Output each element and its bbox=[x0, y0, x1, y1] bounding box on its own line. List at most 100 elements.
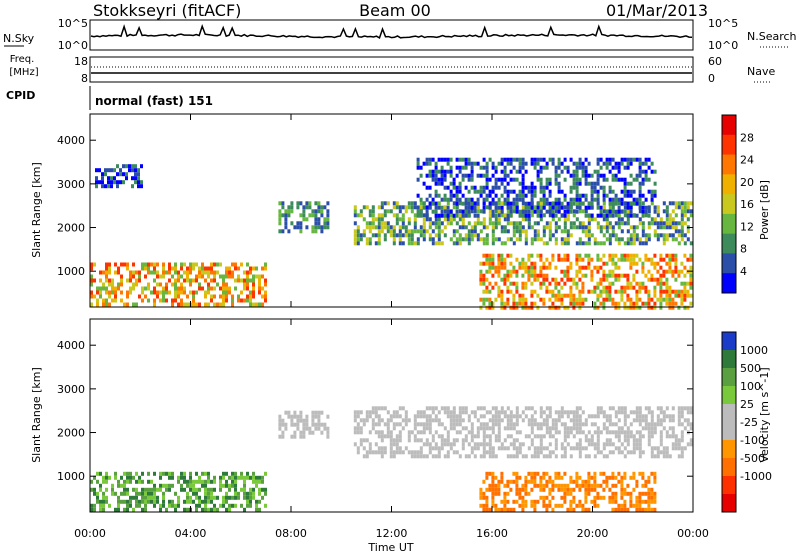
data-cell bbox=[485, 257, 489, 262]
data-cell bbox=[410, 229, 414, 234]
data-cell bbox=[503, 201, 507, 206]
data-cell bbox=[626, 434, 630, 439]
data-cell bbox=[554, 165, 558, 170]
data-cell bbox=[159, 483, 162, 488]
data-cell bbox=[635, 173, 639, 178]
data-cell bbox=[566, 414, 570, 419]
data-cell bbox=[611, 495, 615, 500]
data-cell bbox=[437, 233, 441, 238]
data-cell bbox=[602, 197, 606, 202]
data-cell bbox=[539, 297, 543, 302]
data-cell bbox=[659, 253, 663, 258]
data-cell bbox=[416, 205, 420, 210]
data-cell bbox=[419, 233, 423, 238]
data-cell bbox=[467, 205, 471, 210]
data-cell bbox=[404, 233, 408, 238]
data-cell bbox=[299, 430, 303, 435]
data-cell bbox=[515, 305, 519, 310]
data-cell bbox=[674, 289, 678, 294]
data-cell bbox=[500, 446, 504, 451]
data-cell bbox=[611, 281, 615, 286]
data-cell bbox=[623, 422, 627, 427]
data-cell bbox=[608, 273, 612, 278]
colorbar-swatch bbox=[722, 233, 736, 254]
data-cell bbox=[680, 434, 684, 439]
data-cell bbox=[467, 173, 471, 178]
data-cell bbox=[614, 213, 618, 218]
data-cell bbox=[686, 422, 690, 427]
data-cell bbox=[566, 442, 570, 447]
data-cell bbox=[536, 157, 540, 162]
data-cell bbox=[389, 434, 393, 439]
data-cell bbox=[443, 213, 447, 218]
data-cell bbox=[201, 266, 204, 271]
data-cell bbox=[314, 213, 318, 218]
data-cell bbox=[422, 221, 426, 226]
freq-tick-top: 18 bbox=[74, 55, 88, 68]
data-cell bbox=[602, 297, 606, 302]
data-cell bbox=[311, 209, 315, 214]
data-cell bbox=[530, 237, 534, 242]
data-cell bbox=[485, 426, 489, 431]
data-cell bbox=[632, 241, 636, 246]
data-cell bbox=[488, 209, 492, 214]
data-cell bbox=[533, 479, 537, 484]
data-cell bbox=[518, 193, 522, 198]
data-cell bbox=[635, 157, 639, 162]
data-cell bbox=[165, 487, 168, 492]
data-cell bbox=[425, 197, 429, 202]
data-cell bbox=[629, 495, 633, 500]
data-cell bbox=[590, 475, 594, 480]
data-cell bbox=[401, 426, 405, 431]
data-cell bbox=[131, 184, 134, 189]
data-cell bbox=[650, 507, 654, 512]
data-cell bbox=[476, 237, 480, 242]
data-cell bbox=[213, 475, 216, 480]
data-cell bbox=[542, 487, 546, 492]
data-cell bbox=[584, 454, 588, 459]
data-cell bbox=[548, 281, 552, 286]
data-cell bbox=[201, 274, 204, 279]
data-cell bbox=[596, 503, 600, 508]
data-cell bbox=[515, 157, 519, 162]
data-cell bbox=[653, 479, 657, 484]
data-cell bbox=[575, 285, 579, 290]
data-cell bbox=[506, 209, 510, 214]
data-cell bbox=[644, 422, 648, 427]
data-cell bbox=[476, 426, 480, 431]
data-cell bbox=[383, 422, 387, 427]
data-cell bbox=[380, 225, 384, 230]
data-cell bbox=[533, 261, 537, 266]
data-cell bbox=[473, 410, 477, 415]
data-cell bbox=[353, 430, 357, 435]
data-cell bbox=[551, 293, 555, 298]
data-cell bbox=[392, 241, 396, 246]
data-cell bbox=[186, 483, 189, 488]
data-cell bbox=[572, 293, 576, 298]
data-cell bbox=[138, 503, 141, 508]
data-cell bbox=[198, 487, 201, 492]
data-cell bbox=[575, 209, 579, 214]
data-cell bbox=[485, 410, 489, 415]
data-cell bbox=[120, 282, 123, 287]
data-cell bbox=[278, 217, 282, 222]
data-cell bbox=[653, 285, 657, 290]
data-cell bbox=[596, 189, 600, 194]
data-cell bbox=[581, 289, 585, 294]
data-cell bbox=[129, 503, 132, 508]
data-cell bbox=[572, 418, 576, 423]
data-cell bbox=[617, 471, 621, 476]
data-cell bbox=[102, 298, 105, 303]
data-cell bbox=[548, 430, 552, 435]
data-cell bbox=[222, 298, 225, 303]
data-cell bbox=[629, 205, 633, 210]
data-cell bbox=[237, 495, 240, 500]
data-cell bbox=[674, 442, 678, 447]
data-cell bbox=[593, 430, 597, 435]
data-cell bbox=[470, 438, 474, 443]
data-cell bbox=[530, 430, 534, 435]
data-cell bbox=[374, 241, 378, 246]
data-cell bbox=[290, 209, 294, 214]
data-cell bbox=[479, 503, 483, 508]
data-cell bbox=[437, 193, 441, 198]
